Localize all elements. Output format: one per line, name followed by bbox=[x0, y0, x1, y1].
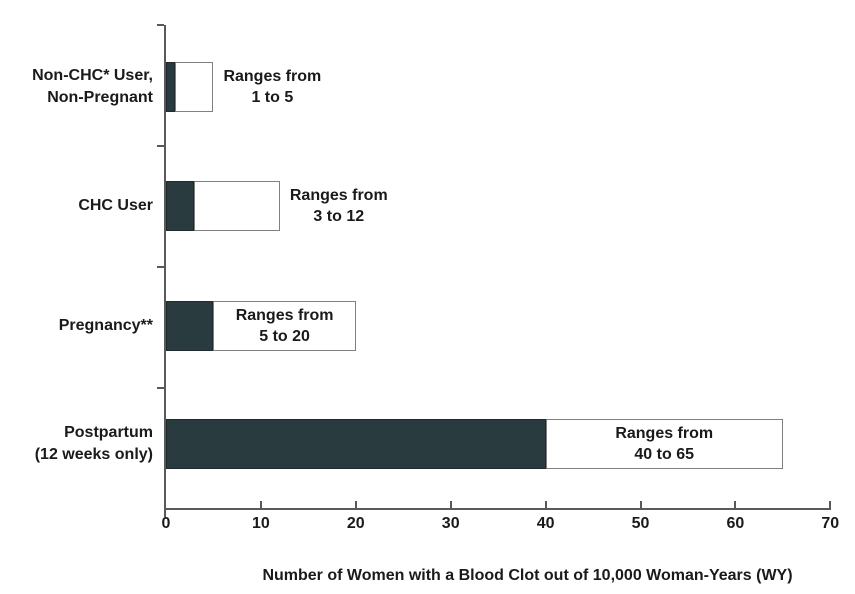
x-tick bbox=[449, 501, 452, 508]
bar-range-label: Ranges from 3 to 12 bbox=[290, 185, 388, 227]
y-axis bbox=[164, 25, 166, 517]
x-tick-label: 20 bbox=[346, 515, 365, 532]
bar-range-label-line: Ranges from bbox=[615, 425, 714, 442]
x-axis-title: Number of Women with a Blood Clot out of… bbox=[262, 567, 793, 584]
y-tick bbox=[157, 266, 164, 268]
bar-range-segment: Ranges from 5 to 20 bbox=[213, 301, 356, 351]
bar-low-segment bbox=[166, 181, 195, 231]
y-tick bbox=[157, 387, 164, 389]
category-label: Pregnancy** bbox=[59, 315, 153, 337]
x-tick-label: 50 bbox=[631, 515, 650, 532]
bar-range-label-line: Ranges from bbox=[223, 68, 322, 85]
category-label-line: Pregnancy** bbox=[58, 317, 153, 334]
category-label: Non-CHC* User, Non-Pregnant bbox=[32, 65, 153, 109]
bar-low-segment bbox=[166, 62, 176, 112]
bar-range-label-line: 1 to 5 bbox=[251, 89, 294, 106]
x-tick-label: 60 bbox=[726, 515, 745, 532]
bar-range-segment: Ranges from 40 to 65 bbox=[545, 419, 783, 469]
bar-range-label-line: Ranges from bbox=[289, 187, 388, 204]
category-label-line: (12 weeks only) bbox=[34, 446, 153, 463]
bar-range-label: Ranges from 1 to 5 bbox=[223, 66, 321, 108]
bar-range-label-line: 3 to 12 bbox=[313, 208, 365, 225]
bar-range-segment bbox=[194, 181, 280, 231]
x-tick bbox=[354, 501, 357, 508]
category-label-line: Postpartum bbox=[64, 424, 153, 441]
y-tick bbox=[157, 145, 164, 147]
bar-low-segment bbox=[166, 419, 546, 469]
x-tick bbox=[544, 501, 547, 508]
category-label-line: Non-CHC* User, bbox=[32, 67, 153, 84]
x-axis bbox=[164, 508, 831, 510]
bar-range-label-line: 5 to 20 bbox=[259, 328, 310, 345]
x-tick-label: 40 bbox=[536, 515, 555, 532]
category-label-line: CHC User bbox=[78, 197, 153, 214]
x-tick-label: 70 bbox=[821, 515, 840, 532]
x-tick-label: 0 bbox=[161, 515, 171, 532]
x-tick bbox=[829, 501, 832, 508]
category-label-line: Non-Pregnant bbox=[47, 89, 153, 106]
x-tick bbox=[734, 501, 737, 508]
category-label: Postpartum (12 weeks only) bbox=[35, 422, 153, 466]
bar-low-segment bbox=[166, 301, 214, 351]
y-tick bbox=[157, 24, 164, 26]
bar-range-label-line: Ranges from bbox=[235, 307, 334, 324]
x-tick-label: 10 bbox=[251, 515, 270, 532]
bar-range-label: Ranges from 5 to 20 bbox=[236, 305, 334, 347]
bar-range-label: Ranges from 40 to 65 bbox=[615, 423, 713, 465]
bar-range-label-line: 40 to 65 bbox=[634, 446, 694, 463]
x-tick bbox=[639, 501, 642, 508]
category-label: CHC User bbox=[78, 195, 153, 217]
x-tick bbox=[259, 501, 262, 508]
x-tick-label: 30 bbox=[441, 515, 460, 532]
bar-range-segment bbox=[175, 62, 214, 112]
